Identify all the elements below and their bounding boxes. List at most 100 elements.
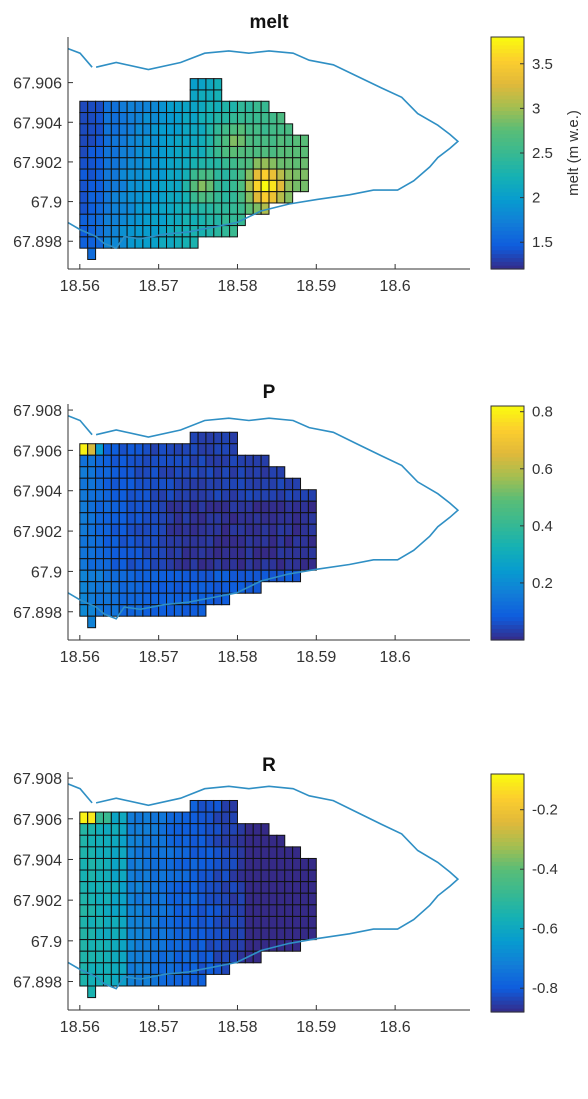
heatmap-cell <box>142 604 152 617</box>
heatmap-cell <box>126 823 136 836</box>
heatmap-cell <box>197 489 207 502</box>
y-tick-label: 67.906 <box>13 443 62 460</box>
heatmap-cell <box>142 962 152 975</box>
heatmap-cell <box>150 834 160 848</box>
heatmap-cell <box>268 168 278 181</box>
heatmap-cell <box>87 823 97 836</box>
heatmap-cell <box>252 454 262 468</box>
heatmap-cell <box>205 191 215 204</box>
heatmap-cell <box>252 904 262 917</box>
heatmap-cell <box>87 881 97 894</box>
heatmap-cell <box>292 477 302 491</box>
heatmap-cell <box>189 489 199 502</box>
heatmap-cell <box>252 168 262 181</box>
colorbar-swatch <box>491 841 524 846</box>
heatmap-cell <box>150 857 160 871</box>
heatmap-cell <box>166 443 175 456</box>
heatmap-cell <box>205 535 215 548</box>
colorbar-swatch <box>491 774 524 779</box>
heatmap-cell <box>181 145 191 159</box>
heatmap-cell <box>95 145 104 159</box>
heatmap-cell <box>95 857 104 871</box>
heatmap-cell <box>300 857 309 871</box>
heatmap-cell <box>158 939 168 952</box>
heatmap-cell <box>158 892 168 906</box>
heatmap-cell <box>244 179 254 193</box>
heatmap-cell <box>150 881 160 894</box>
heatmap-cell <box>87 915 97 929</box>
colorbar-swatch <box>491 245 524 251</box>
heatmap-cell <box>189 881 199 894</box>
heatmap-cell <box>260 523 270 537</box>
heatmap-cell <box>221 915 231 929</box>
colorbar-swatch <box>491 554 524 559</box>
colorbar-swatch <box>491 122 524 127</box>
heatmap-cell <box>284 857 294 871</box>
heatmap-cell <box>260 512 270 525</box>
heatmap-cell <box>276 834 286 848</box>
heatmap-cell <box>252 915 262 929</box>
heatmap-cell <box>173 100 183 114</box>
heatmap-cell <box>236 202 246 215</box>
heatmap-cell <box>87 157 97 170</box>
heatmap-cell <box>150 477 160 491</box>
heatmap-cell <box>221 546 231 560</box>
heatmap-cell <box>87 236 97 249</box>
heatmap-cell <box>229 225 238 238</box>
heatmap-cell <box>268 558 278 571</box>
heatmap-cell <box>102 881 112 894</box>
heatmap-cell <box>158 123 168 136</box>
heatmap-cell <box>268 134 278 147</box>
heatmap-cell <box>292 881 302 894</box>
heatmap-cell <box>197 869 207 883</box>
heatmap-cell <box>118 569 128 583</box>
colorbar-swatch <box>491 75 524 81</box>
heatmap-cell <box>292 869 302 883</box>
heatmap-cell <box>189 535 199 548</box>
heatmap-cell <box>205 168 215 181</box>
heatmap-cell <box>221 134 231 147</box>
x-tick-label: 18.56 <box>60 649 100 666</box>
heatmap-cell <box>134 535 144 548</box>
heatmap-cell <box>134 225 144 238</box>
heatmap-cell <box>205 454 215 468</box>
heatmap-cell <box>102 100 112 114</box>
heatmap-cell <box>118 157 128 170</box>
colorbar-swatch <box>491 877 524 882</box>
heatmap-cell <box>252 512 262 525</box>
heatmap-cell <box>173 904 183 917</box>
heatmap-cell <box>244 134 254 147</box>
colorbar-swatch <box>491 491 524 497</box>
heatmap-cell <box>173 489 183 502</box>
heatmap-cell <box>126 846 136 859</box>
heatmap-cell <box>126 939 136 952</box>
heatmap-cell <box>118 145 128 159</box>
heatmap-cell <box>268 881 278 894</box>
heatmap-cell <box>173 466 183 479</box>
heatmap-cell <box>158 915 168 929</box>
heatmap-cell <box>189 962 199 975</box>
heatmap-cell <box>173 134 183 147</box>
heatmap-cell <box>166 213 175 227</box>
colorbar-swatch <box>491 413 524 419</box>
heatmap-cell <box>197 168 207 181</box>
colorbar-swatch <box>491 480 524 485</box>
heatmap-cell <box>276 466 286 479</box>
heatmap-cell <box>260 489 270 502</box>
colorbar-swatch <box>491 538 524 544</box>
heatmap-cell <box>118 168 128 181</box>
heatmap-cell <box>102 535 112 548</box>
heatmap-cell <box>102 857 112 871</box>
heatmap-cell <box>158 489 168 502</box>
heatmap-cell <box>221 927 231 941</box>
heatmap-cell <box>134 939 144 952</box>
heatmap-cell <box>87 569 97 583</box>
heatmap-cell <box>95 869 104 883</box>
heatmap-cell <box>150 454 160 468</box>
heatmap-cell <box>110 466 120 479</box>
heatmap-cell <box>292 535 302 548</box>
colorbar-swatch <box>491 71 524 77</box>
heatmap-cell <box>244 191 254 204</box>
panel-p: P 18.56 18.57 18.58 18.59 18.6 67.898 67.9 67.90… <box>13 382 553 666</box>
heatmap-cell <box>284 179 294 193</box>
